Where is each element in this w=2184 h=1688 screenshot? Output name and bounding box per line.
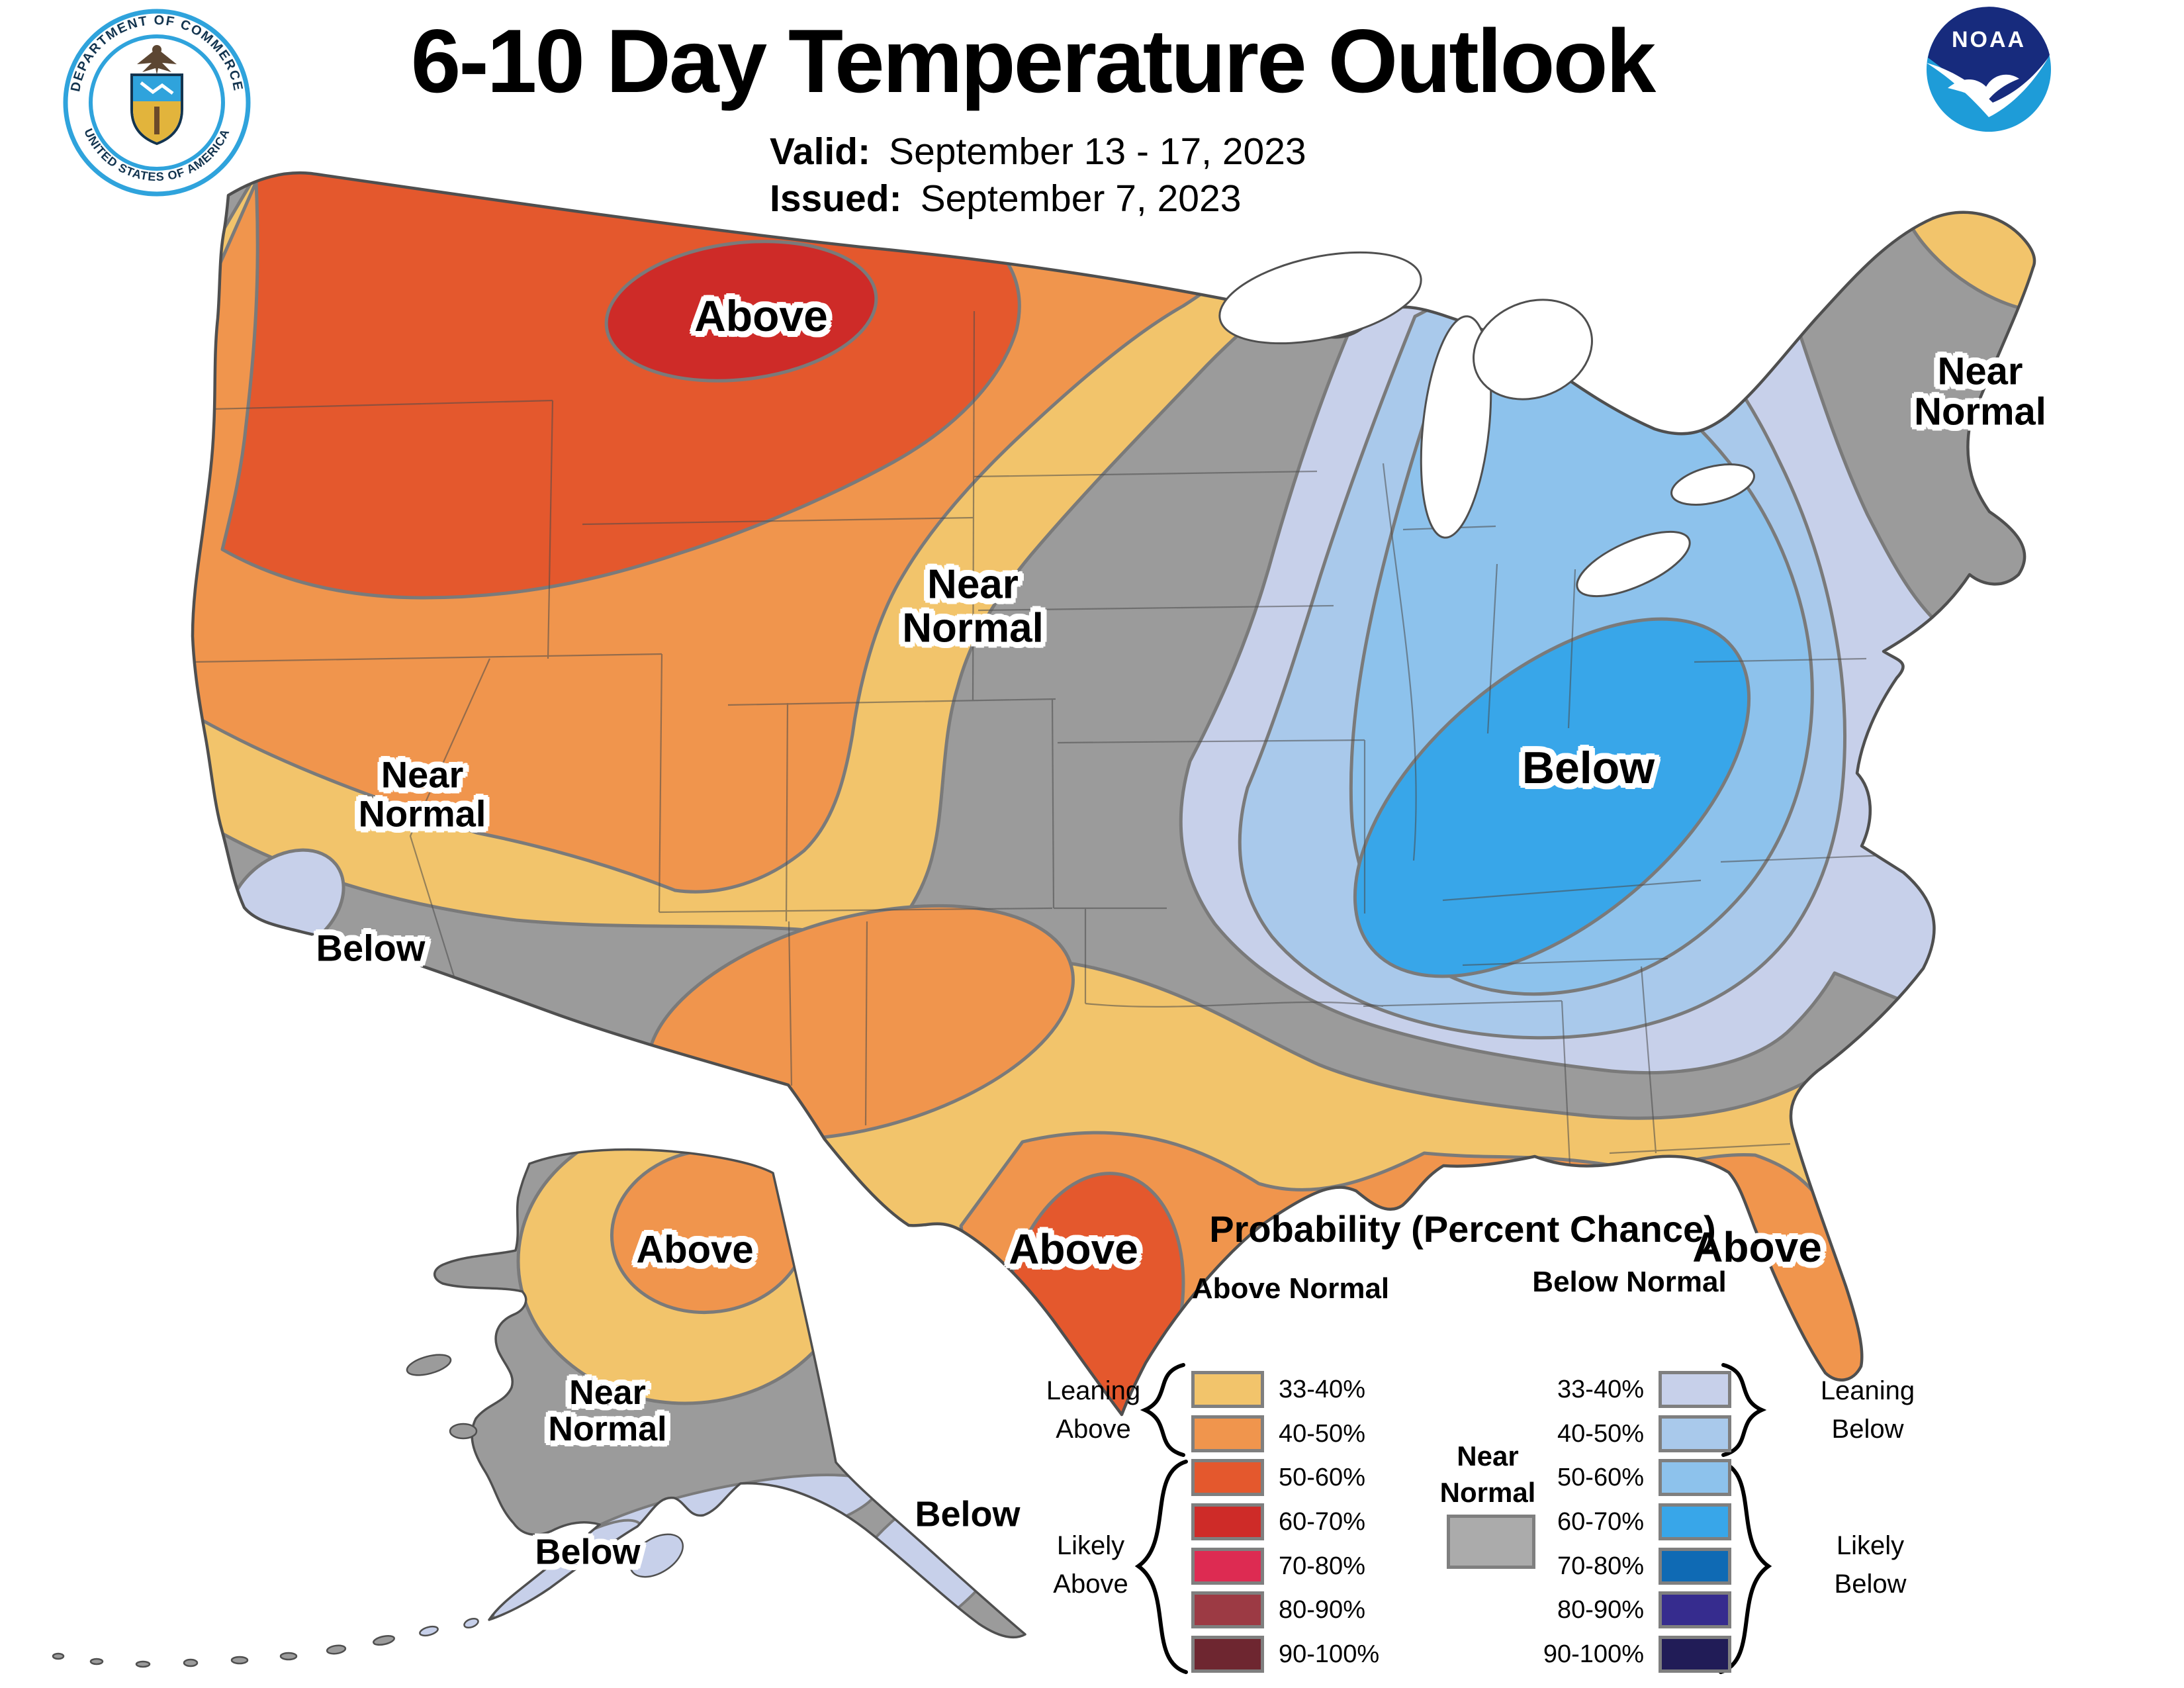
noaa-seagull-icon xyxy=(1948,74,2019,103)
map-label-above-alaska: Above xyxy=(636,1228,754,1272)
issued-value: September 7, 2023 xyxy=(920,177,1242,220)
legend-swatch-below-33-40 xyxy=(1659,1371,1731,1408)
state-borders xyxy=(193,310,1920,1166)
map-label-near-normal-alaska: Near Normal xyxy=(548,1373,667,1448)
legend-swatch-below-60-70 xyxy=(1659,1503,1731,1540)
legend-row-above-90-100: 90-100% xyxy=(1191,1636,1379,1673)
legend-below-normal-header: Below Normal xyxy=(1532,1266,1727,1298)
legend-swatch-above-90-100 xyxy=(1191,1636,1264,1673)
legend-swatch-above-50-60 xyxy=(1191,1459,1264,1496)
issued-dateline: Issued: September 7, 2023 xyxy=(770,177,1241,220)
region-above-33-40-maine xyxy=(1897,173,2034,314)
map-label-above-florida: Above xyxy=(1692,1223,1822,1272)
legend-row-above-80-90: 80-90% xyxy=(1191,1591,1365,1628)
map-label-above-texas: Above xyxy=(1009,1225,1138,1274)
map-label-below-alaska-panhandle: Below xyxy=(915,1494,1021,1534)
legend-row-above-40-50: 40-50% xyxy=(1191,1415,1365,1452)
legend-likely-below-label: Likely Below xyxy=(1834,1531,1907,1599)
lake-ontario xyxy=(1670,463,1755,506)
legend-row-below-40-50: 40-50% xyxy=(1530,1415,1731,1452)
lake-erie xyxy=(1576,530,1691,598)
legend-swatch-below-40-50 xyxy=(1659,1415,1731,1452)
region-below-50-60-east xyxy=(1349,326,1814,996)
legend-row-above-60-70: 60-70% xyxy=(1191,1503,1365,1540)
legend-row-below-80-90: 80-90% xyxy=(1530,1591,1731,1628)
legend-row-below-70-80: 70-80% xyxy=(1530,1548,1731,1585)
region-below-33-40-east xyxy=(1179,235,1982,1075)
legend-above-normal-header: Above Normal xyxy=(1191,1272,1390,1305)
valid-label: Valid: xyxy=(770,130,871,173)
brace-likely-above xyxy=(1134,1460,1188,1674)
page-title: 6-10 Day Temperature Outlook xyxy=(410,11,1657,111)
valid-dateline: Valid: September 13 - 17, 2023 xyxy=(770,130,1306,173)
noaa-logo-icon: NOAA xyxy=(1927,7,2051,132)
region-above-40-50-west xyxy=(193,173,1228,894)
region-above-40-50-newmexico-texas xyxy=(646,904,1075,1142)
region-below-60-70-ohiovalley xyxy=(1353,617,1751,978)
region-above-33-40-west xyxy=(193,173,1294,947)
region-above-50-60-northwest xyxy=(220,173,1021,600)
legend-leaning-below-label: Leaning Below xyxy=(1820,1376,1915,1444)
noaa-dark-field xyxy=(1928,7,2050,114)
region-below-40-50-east xyxy=(1238,281,1846,1040)
alaska-outline xyxy=(433,1148,1026,1639)
lake-superior xyxy=(1218,251,1422,345)
map-label-below-east: Below xyxy=(1522,742,1655,793)
noaa-swoosh xyxy=(1927,58,2048,117)
legend-swatch-below-80-90 xyxy=(1659,1591,1731,1628)
map-label-below-southwest: Below xyxy=(316,927,426,969)
department-of-commerce-seal-icon: DEPARTMENT OF COMMERCE UNITED STATES OF … xyxy=(63,9,251,197)
legend-swatch-near-normal xyxy=(1447,1515,1535,1569)
lake-michigan xyxy=(1420,315,1492,539)
legend-row-above-70-80: 70-80% xyxy=(1191,1548,1365,1585)
lake-huron xyxy=(1473,299,1593,400)
legend-row-below-90-100: 90-100% xyxy=(1530,1636,1731,1673)
legend-row-below-60-70: 60-70% xyxy=(1530,1503,1731,1540)
seal-shield-icon xyxy=(130,73,183,146)
map-label-near-normal-southwest: Near Normal xyxy=(358,753,486,835)
legend-swatch-above-70-80 xyxy=(1191,1548,1264,1585)
legend-swatch-above-60-70 xyxy=(1191,1503,1264,1540)
region-ak-below-panhandle xyxy=(834,1474,1022,1638)
seal-eagle-icon xyxy=(137,45,177,75)
valid-value: September 13 - 17, 2023 xyxy=(889,130,1306,173)
map-label-near-normal-northeast: Near Normal xyxy=(1914,350,2046,434)
legend-swatch-below-50-60 xyxy=(1659,1459,1731,1496)
legend-row-below-50-60: 50-60% xyxy=(1530,1459,1731,1496)
legend-row-above-50-60: 50-60% xyxy=(1191,1459,1365,1496)
region-ak-near-normal-base xyxy=(434,1149,1025,1638)
noaa-logo-text: NOAA xyxy=(1952,27,2026,52)
legend-row-above-33-40: 33-40% xyxy=(1191,1371,1365,1408)
legend-likely-above-label: Likely Above xyxy=(1053,1531,1128,1599)
legend-swatch-above-40-50 xyxy=(1191,1415,1264,1452)
map-label-near-normal-central: Near Normal xyxy=(902,561,1044,651)
legend-swatch-below-90-100 xyxy=(1659,1636,1731,1673)
legend-title: Probability (Percent Chance) xyxy=(1209,1208,1716,1250)
legend-swatch-above-80-90 xyxy=(1191,1591,1264,1628)
issued-label: Issued: xyxy=(770,177,902,220)
legend-row-below-33-40: 33-40% xyxy=(1530,1371,1731,1408)
great-lakes xyxy=(1218,251,1755,598)
brace-leaning-above xyxy=(1140,1363,1185,1457)
region-ak-below-peninsula xyxy=(492,1519,644,1627)
map-label-above-northwest: Above xyxy=(694,291,828,341)
legend-leaning-above-label: Leaning Above xyxy=(1046,1376,1141,1444)
legend-swatch-below-70-80 xyxy=(1659,1548,1731,1585)
legend-near-normal-label: Near Normal xyxy=(1439,1440,1536,1509)
legend-swatch-above-33-40 xyxy=(1191,1371,1264,1408)
map-label-below-alaska-south: Below xyxy=(535,1532,641,1572)
